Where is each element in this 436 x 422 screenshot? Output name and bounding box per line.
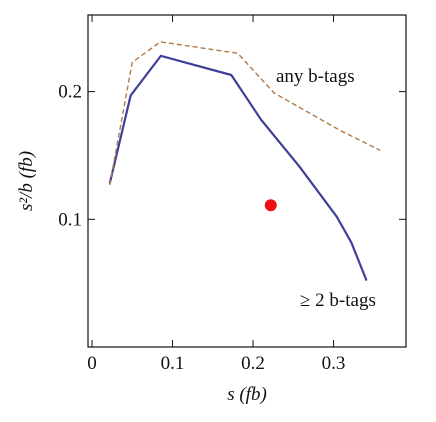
- y-tick-label: 0.2: [58, 82, 82, 103]
- x-tick-label: 0.2: [241, 353, 265, 374]
- plot-frame: [87, 14, 407, 348]
- x-axis-label: s (fb): [227, 384, 267, 405]
- x-tick-label: 0: [87, 353, 97, 374]
- series-label: ≥ 2 b-tags: [300, 290, 376, 311]
- point: [264, 199, 277, 212]
- series-line: [109, 41, 381, 185]
- y-tick-label: 0.1: [58, 209, 82, 230]
- series-line: [108, 54, 368, 282]
- x-tick-label: 0.3: [322, 353, 346, 374]
- x-tick-label: 0.1: [161, 353, 185, 374]
- y-axis-label: s²/b (fb): [16, 151, 37, 211]
- series-label: any b-tags: [276, 66, 355, 87]
